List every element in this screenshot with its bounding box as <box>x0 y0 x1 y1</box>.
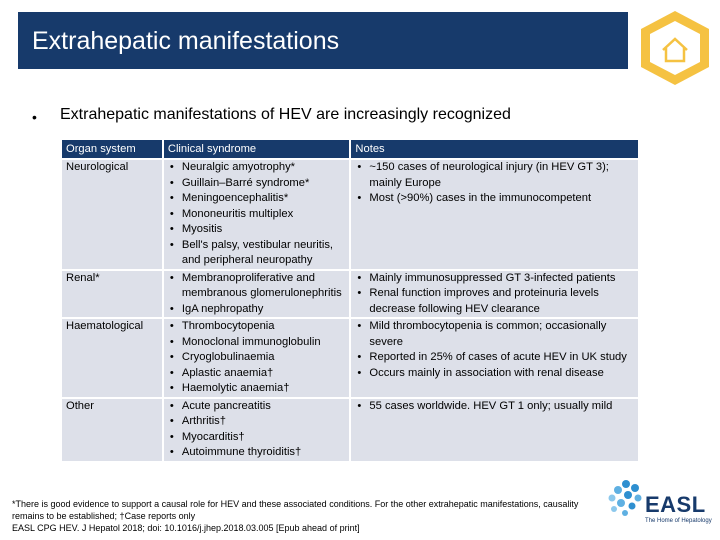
list-item: Meningoencephalitis* <box>168 191 346 207</box>
title-bar <box>18 12 628 69</box>
slide-header: Extrahepatic manifestations <box>0 0 720 80</box>
notes-cell: Mainly immunosuppressed GT 3-infected pa… <box>349 268 640 319</box>
list-item: Membranoproliferative and membranous glo… <box>168 271 346 302</box>
list-item: Cryoglobulinaemia <box>168 350 346 366</box>
list-item: Most (>90%) cases in the immunocompetent <box>355 191 634 207</box>
list-item: Autoimmune thyroiditis† <box>168 445 346 461</box>
footnote-text: *There is good evidence to support a cau… <box>12 499 579 521</box>
notes-cell: ~150 cases of neurological injury (in HE… <box>349 158 640 271</box>
notes-cell: 55 cases worldwide. HEV GT 1 only; usual… <box>349 396 640 463</box>
list-item: Arthritis† <box>168 414 346 430</box>
organ-cell: Renal* <box>60 268 164 319</box>
notes-cell: Mild thrombocytopenia is common; occasio… <box>349 317 640 399</box>
table-header-row: Organ system Clinical syndrome Notes <box>60 138 640 160</box>
syndrome-cell: Membranoproliferative and membranous glo… <box>161 268 352 319</box>
easl-wordmark: EASL <box>645 492 706 517</box>
list-item: 55 cases worldwide. HEV GT 1 only; usual… <box>355 399 634 415</box>
header-notes: Notes <box>349 138 640 160</box>
main-bullet: Extrahepatic manifestations of HEV are i… <box>60 106 511 123</box>
table-row: Renal* Membranoproliferative and membran… <box>60 268 640 319</box>
easl-tagline: The Home of Hepatology <box>645 518 712 524</box>
syndrome-cell: Neuralgic amyotrophy* Guillain–Barré syn… <box>161 158 352 271</box>
list-item: Haemolytic anaemia† <box>168 381 346 397</box>
easl-logo <box>600 476 715 536</box>
list-item: Renal function improves and proteinuria … <box>355 286 634 317</box>
table-row: Other Acute pancreatitis Arthritis† Myoc… <box>60 396 640 463</box>
list-item: IgA nephropathy <box>168 302 346 318</box>
syndrome-cell: Thrombocytopenia Monoclonal immunoglobul… <box>161 317 352 399</box>
list-item: Guillain–Barré syndrome* <box>168 176 346 192</box>
list-item: Occurs mainly in association with renal … <box>355 366 634 382</box>
list-item: Bell's palsy, vestibular neuritis, and p… <box>168 238 346 269</box>
list-item: Thrombocytopenia <box>168 319 346 335</box>
list-item: Neuralgic amyotrophy* <box>168 160 346 176</box>
list-item: Reported in 25% of cases of acute HEV in… <box>355 350 634 366</box>
bullet-marker: • <box>32 109 37 125</box>
list-item: Acute pancreatitis <box>168 399 346 415</box>
list-item: Mild thrombocytopenia is common; occasio… <box>355 319 634 350</box>
syndrome-cell: Acute pancreatitis Arthritis† Myocarditi… <box>161 396 352 463</box>
manifestations-table: Organ system Clinical syndrome Notes Neu… <box>60 138 640 463</box>
list-item: Aplastic anaemia† <box>168 366 346 382</box>
list-item: Myocarditis† <box>168 430 346 446</box>
organ-cell: Neurological <box>60 158 164 271</box>
organ-cell: Other <box>60 396 164 463</box>
table-row: Neurological Neuralgic amyotrophy* Guill… <box>60 158 640 271</box>
header-clinical-syndrome: Clinical syndrome <box>161 138 352 160</box>
header-organ-system: Organ system <box>60 138 164 160</box>
list-item: Monoclonal immunoglobulin <box>168 335 346 351</box>
slide-title: Extrahepatic manifestations <box>32 27 340 55</box>
citation: EASL CPG HEV. J Hepatol 2018; doi: 10.10… <box>12 523 360 533</box>
list-item: Myositis <box>168 222 346 238</box>
organ-cell: Haematological <box>60 317 164 399</box>
footnote: *There is good evidence to support a cau… <box>12 498 582 534</box>
table-row: Haematological Thrombocytopenia Monoclon… <box>60 317 640 399</box>
list-item: ~150 cases of neurological injury (in HE… <box>355 160 634 191</box>
home-icon[interactable] <box>636 8 714 88</box>
list-item: Mononeuritis multiplex <box>168 207 346 223</box>
list-item: Mainly immunosuppressed GT 3-infected pa… <box>355 271 634 287</box>
